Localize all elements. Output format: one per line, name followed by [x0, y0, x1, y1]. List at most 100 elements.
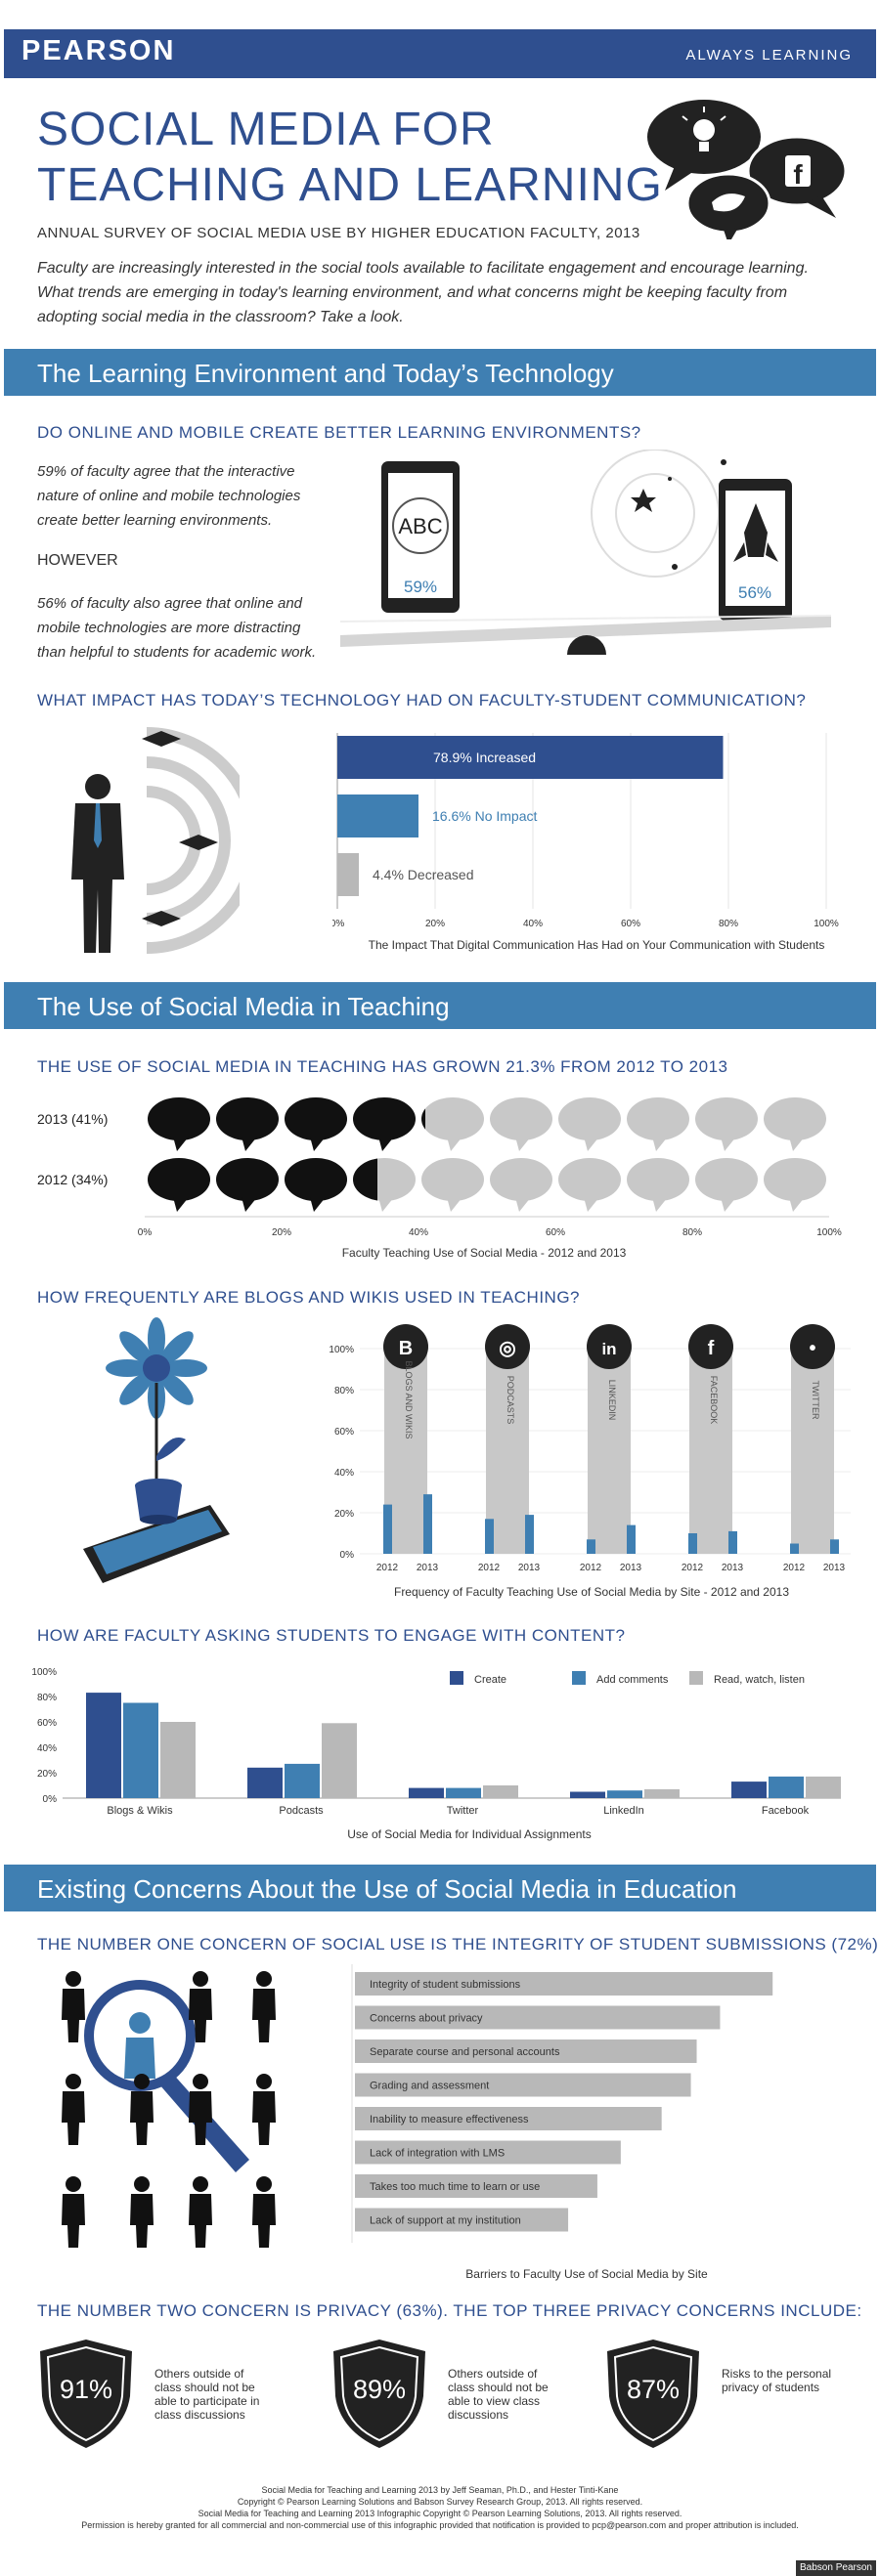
category-label: Twitter — [447, 1805, 479, 1817]
barrier-bar — [355, 2005, 721, 2030]
y-tick-label: 0% — [43, 1794, 58, 1805]
podcast-icon: ◎ — [485, 1324, 530, 1369]
person-icon — [62, 1971, 85, 2042]
y-tick-label: 100% — [329, 1345, 354, 1355]
impact-bar — [337, 736, 724, 779]
barrier-label: Takes too much time to learn or use — [370, 2181, 540, 2193]
speech-bubble-filled — [353, 1097, 416, 1151]
frequency-bar — [627, 1524, 636, 1554]
svg-text:f: f — [708, 1338, 715, 1359]
impact-bar — [337, 794, 418, 837]
bubbles-chart: 2013 (41%) 2012 (34%) 0% 20% 40% 60% 80% 100% — [37, 1097, 842, 1238]
speech-bubble-icon — [558, 1158, 621, 1212]
star-icon — [631, 489, 656, 512]
impact-chart: 78.9% Increased 16.6% No Impact 4.4% Decre… — [332, 733, 839, 929]
person-icon — [189, 2176, 212, 2248]
speech-bubble-filled — [216, 1097, 279, 1151]
twitter-bird-icon — [712, 193, 745, 212]
intro-paragraph: Faculty are increasingly interested in t… — [37, 260, 809, 325]
person-icon — [130, 2074, 154, 2145]
speech-bubble-filled — [148, 1158, 210, 1212]
bubbles-chart-caption: Faculty Teaching Use of Social Media - 2… — [341, 1246, 627, 1260]
year-label: 2012 — [682, 1563, 704, 1573]
barrier-label: Lack of support at my institution — [370, 2215, 521, 2227]
question-heading-1: DO ONLINE AND MOBILE CREATE BETTER LEARN… — [37, 423, 641, 442]
frequency-bar — [485, 1519, 494, 1554]
impact-bar-label: 78.9% Increased — [433, 750, 536, 765]
y-tick-label: 100% — [31, 1667, 57, 1678]
speech-bubble-icon — [421, 1158, 484, 1212]
year-label: 2012 — [478, 1563, 501, 1573]
category-label: Facebook — [762, 1805, 810, 1817]
y-tick-label: 20% — [37, 1769, 57, 1780]
speech-bubble-icon — [421, 1097, 484, 1151]
legend-label: Read, watch, listen — [714, 1674, 805, 1686]
engage-bar — [769, 1776, 804, 1798]
person-icon — [252, 2176, 276, 2248]
speech-bubble-icon — [695, 1097, 758, 1151]
person-icon — [62, 2074, 85, 2145]
x-tick-label: 0% — [138, 1227, 153, 1238]
legend-swatch — [572, 1671, 586, 1685]
privacy-text-2: Others outside of class should not be ab… — [448, 2367, 549, 2422]
twitter-icon: • — [790, 1324, 835, 1369]
flower-icon — [106, 1317, 207, 1419]
barrier-bar — [355, 2174, 597, 2198]
phone-left-pct: 59% — [404, 578, 437, 596]
engage-chart-caption: Use of Social Media for Individual Assig… — [347, 1827, 592, 1841]
frequency-bar — [728, 1530, 737, 1554]
speech-bubble-filled — [148, 1097, 210, 1151]
speech-bubble-filled — [216, 1158, 279, 1212]
page-subtitle: ANNUAL SURVEY OF SOCIAL MEDIA USE BY HIG… — [37, 225, 640, 241]
site-label: BLOGS AND WIKIS — [404, 1360, 414, 1438]
x-tick-label: 60% — [621, 919, 640, 929]
blogger-icon: B — [383, 1324, 428, 1369]
shield-icon — [40, 2340, 132, 2448]
businessman-illustration — [71, 727, 240, 954]
speech-bubble-icon — [764, 1097, 826, 1151]
year-label: 2013 — [823, 1563, 846, 1573]
y-tick-label: 40% — [37, 1743, 57, 1754]
person-icon — [62, 2176, 85, 2248]
privacy-text-1: Others outside of class should not be ab… — [154, 2367, 260, 2422]
shield-icon — [333, 2340, 425, 2448]
x-tick-label: 0% — [332, 919, 344, 929]
flower-tablet-illustration — [83, 1317, 230, 1583]
y-tick-label: 0% — [340, 1550, 355, 1561]
barriers-chart-caption: Barriers to Faculty Use of Social Media … — [465, 2267, 708, 2281]
year-label: 2013 — [722, 1563, 744, 1573]
rocket-icon — [744, 503, 768, 557]
privacy-pct-3: 87% — [626, 2375, 681, 2404]
graduation-cap-icon — [142, 911, 181, 926]
speech-bubbles-icon: f — [647, 100, 848, 239]
privacy-pct-1: 91% — [59, 2375, 113, 2404]
barrier-label: Concerns about privacy — [370, 2013, 483, 2025]
category-label: Blogs & Wikis — [107, 1805, 173, 1817]
y-tick-label: 80% — [37, 1693, 57, 1703]
y-tick-label: 60% — [37, 1718, 57, 1729]
graduation-cap-icon — [179, 835, 218, 850]
engage-bar — [570, 1791, 605, 1798]
privacy-stat-2: 89% Others outside of class should not b… — [330, 2338, 555, 2455]
x-tick-label: 40% — [409, 1227, 428, 1238]
people-magnifier-illustration — [62, 1971, 276, 2248]
stat-paragraph-59: 59% of faculty agree that the interactiv… — [37, 463, 301, 529]
seesaw-illustration: ABC 59% 56% — [339, 450, 832, 655]
engage-bar — [160, 1722, 196, 1798]
person-icon — [252, 1971, 276, 2042]
year-label: 2013 — [620, 1563, 642, 1573]
frequency-bar — [688, 1533, 697, 1554]
site-label: TWITTER — [811, 1381, 820, 1420]
question-heading-2: WHAT IMPACT HAS TODAY’S TECHNOLOGY HAD O… — [37, 691, 807, 709]
category-label: LinkedIn — [603, 1805, 644, 1817]
x-tick-label: 100% — [816, 1227, 842, 1238]
engage-bar — [247, 1767, 283, 1798]
year-label: 2012 — [376, 1563, 399, 1573]
engage-bar — [285, 1763, 320, 1798]
category-label: Podcasts — [279, 1805, 324, 1817]
privacy-pct-2: 89% — [352, 2375, 407, 2404]
frequency-bar — [383, 1504, 392, 1554]
site-column — [588, 1349, 631, 1554]
site-column — [791, 1349, 834, 1554]
